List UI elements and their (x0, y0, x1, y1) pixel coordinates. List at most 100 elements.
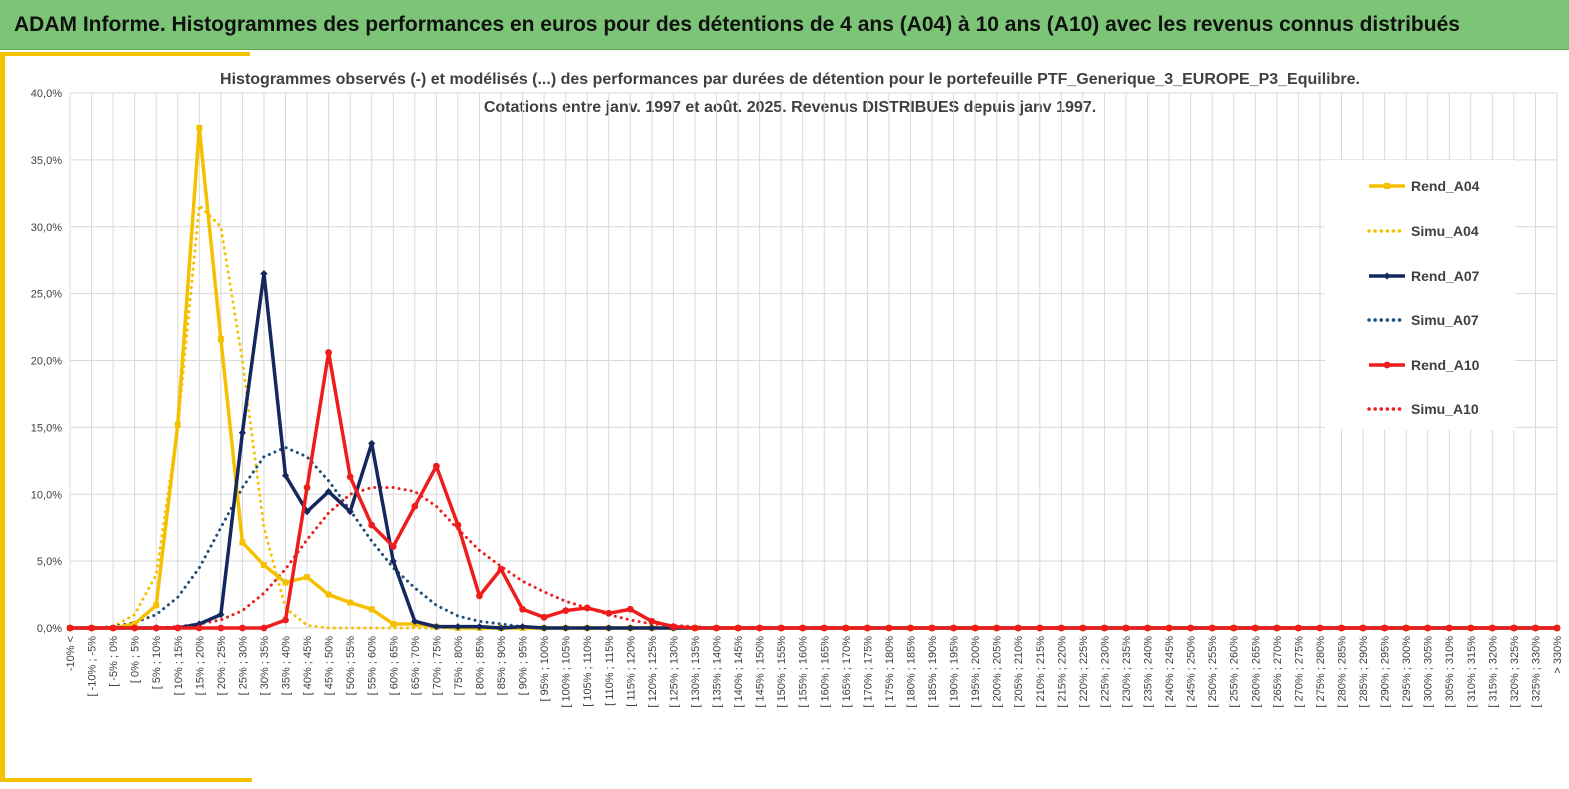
x-tick-label: [ 100% ; 105% (561, 636, 573, 708)
data-point-Rend_A10 (1165, 624, 1173, 632)
x-tick-label: [ 75% ; 80% (453, 636, 465, 696)
data-point-Rend_A10 (1057, 624, 1065, 632)
data-point-Rend_A10 (670, 623, 677, 631)
x-tick-label: [ 285% ; 290% (1358, 636, 1370, 708)
x-tick-label: [ 155% ; 160% (798, 636, 810, 708)
legend-swatch (1367, 229, 1407, 233)
x-tick-label: [ 20% ; 25% (216, 636, 228, 696)
data-point-Rend_A07 (368, 439, 376, 448)
x-tick-label: [ 145% ; 150% (755, 636, 767, 708)
x-tick-label: [ 270% ; 275% (1293, 636, 1305, 708)
data-point-Rend_A10 (799, 624, 807, 632)
x-tick-label: [ 95% ; 100% (539, 636, 551, 702)
x-tick-label: [ 10% ; 15% (173, 636, 185, 696)
y-tick-label: 40,0% (31, 88, 62, 100)
data-point-Rend_A10 (66, 624, 74, 632)
data-point-Rend_A10 (1036, 624, 1044, 632)
chart-title-line-2: Cotations entre janv. 1997 et août. 2025… (483, 99, 1097, 116)
x-tick-label: [ 165% ; 170% (841, 636, 853, 708)
data-point-Rend_A10 (605, 609, 613, 617)
data-point-Rend_A10 (325, 349, 333, 356)
data-point-Rend_A10 (1467, 624, 1475, 632)
x-tick-label: [ 255% ; 260% (1229, 636, 1241, 708)
legend-swatch (1367, 318, 1407, 322)
data-point-Rend_A10 (368, 521, 376, 529)
x-tick-label: [ 220% ; 225% (1078, 636, 1090, 708)
data-point-Rend_A10 (1402, 624, 1410, 632)
data-point-Rend_A10 (1079, 624, 1087, 632)
data-point-Rend_A10 (1122, 624, 1130, 632)
x-tick-label: [ 275% ; 280% (1315, 636, 1327, 708)
x-tick-label: [ 80% ; 85% (474, 636, 486, 696)
data-point-Rend_A10 (389, 543, 397, 550)
x-tick-label: [ 170% ; 175% (862, 636, 874, 708)
data-point-Rend_A10 (1316, 624, 1324, 632)
chart-title-line-1: Histogrammes observés (-) et modélisés (… (220, 71, 1360, 88)
data-point-Rend_A07 (497, 624, 505, 632)
data-point-Rend_A04 (217, 336, 224, 343)
x-tick-label: [ 15% ; 20% (194, 636, 206, 696)
x-tick-label: [ -5% ; 0% (108, 636, 120, 687)
x-tick-label: [ 185% ; 190% (927, 636, 939, 708)
data-point-Rend_A07 (303, 508, 311, 516)
data-point-Rend_A04 (174, 421, 181, 428)
data-point-Rend_A07 (454, 623, 462, 631)
data-point-Rend_A07 (540, 624, 548, 632)
x-tick-label: [ 305% ; 310% (1444, 636, 1456, 708)
legend-item-Simu_A10: Simu_A10 (1367, 399, 1479, 419)
data-point-Rend_A10 (1445, 624, 1453, 632)
data-point-Rend_A07 (325, 487, 333, 496)
data-point-Rend_A10 (1014, 624, 1022, 632)
data-point-Rend_A07 (583, 624, 591, 632)
legend-item-Rend_A04: Rend_A04 (1367, 176, 1479, 196)
x-tick-label: [ 200% ; 205% (992, 636, 1004, 708)
legend-item-Simu_A04: Simu_A04 (1367, 221, 1479, 241)
x-tick-label: [ 55% ; 60% (367, 636, 379, 696)
data-point-Rend_A10 (756, 624, 764, 632)
data-point-Rend_A10 (497, 565, 505, 573)
data-point-Rend_A10 (1251, 624, 1259, 632)
x-tick-label: [ 25% ; 30% (237, 636, 249, 696)
accent-bar-left (0, 52, 5, 782)
data-point-Rend_A10 (734, 624, 742, 632)
x-tick-label: [ 5% ; 10% (151, 636, 163, 689)
x-tick-label: [ 225% ; 230% (1099, 636, 1111, 708)
data-point-Rend_A10 (195, 624, 203, 632)
data-point-Rend_A10 (432, 462, 440, 470)
data-point-Rend_A10 (1101, 624, 1108, 632)
data-point-Rend_A07 (518, 623, 527, 631)
x-tick-label: [ 180% ; 185% (905, 636, 917, 708)
data-point-Rend_A07 (626, 624, 634, 632)
data-point-Rend_A10 (1338, 624, 1345, 632)
data-point-Rend_A10 (928, 624, 936, 632)
series-line-Simu_A07 (68, 445, 1559, 630)
data-point-Rend_A10 (282, 616, 289, 624)
legend-item-Rend_A07: Rend_A07 (1367, 266, 1479, 286)
data-point-Rend_A10 (885, 624, 893, 632)
data-point-Rend_A10 (109, 624, 117, 632)
data-point-Rend_A10 (303, 484, 311, 491)
data-point-Rend_A10 (691, 624, 699, 632)
data-point-Rend_A10 (1553, 624, 1561, 632)
x-tick-label: [ 210% ; 215% (1035, 636, 1047, 708)
y-tick-label: 20,0% (31, 356, 62, 368)
data-point-Rend_A10 (260, 624, 268, 632)
data-point-Rend_A10 (174, 624, 182, 632)
legend-item-Rend_A10: Rend_A10 (1367, 355, 1479, 375)
data-point-Rend_A10 (454, 521, 462, 529)
data-point-Rend_A10 (1424, 624, 1432, 632)
data-point-Rend_A10 (152, 624, 160, 632)
x-tick-label: [ 30% ; 35% (259, 636, 271, 696)
x-tick-label: [ 280% ; 285% (1336, 636, 1348, 708)
x-tick-label: [ 245% ; 250% (1186, 636, 1198, 708)
series-layer (66, 124, 1561, 632)
data-point-Rend_A10 (1208, 624, 1216, 632)
data-point-Rend_A10 (1532, 624, 1539, 632)
accent-bar-bottom (0, 778, 252, 782)
x-tick-label: [ 260% ; 265% (1250, 636, 1262, 708)
x-tick-label: [ 190% ; 195% (949, 636, 961, 708)
data-point-Rend_A10 (1273, 624, 1281, 632)
data-point-Rend_A10 (777, 624, 785, 632)
y-axis: 0,0% 5,0% 10,0% 15,0% 20,0% 25,0% 30,0% 35,0% 40… (31, 88, 62, 635)
